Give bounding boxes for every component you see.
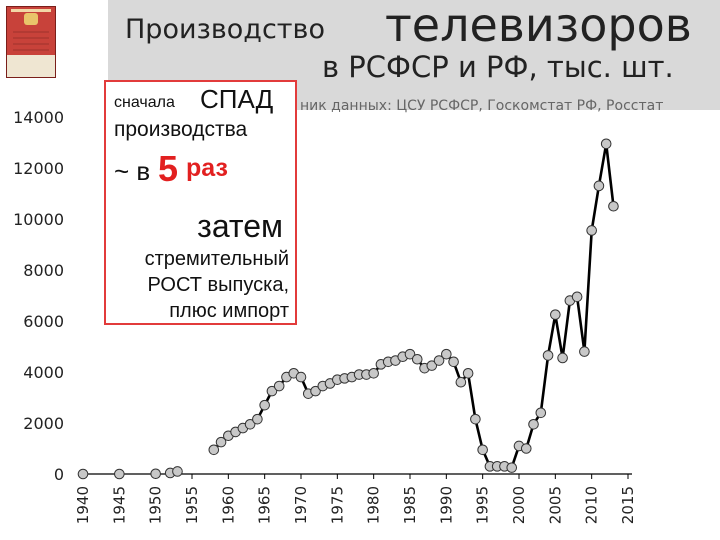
annotation-box: сначала СПАД производства ~ в 5 раз зате…: [104, 80, 297, 325]
x-tick-label: 1950: [147, 486, 165, 524]
y-tick-label: 10000: [13, 210, 64, 229]
data-point: [542, 350, 554, 361]
x-tick-label: 1970: [292, 486, 310, 524]
data-point: [586, 225, 597, 236]
ticks: 0 2000 4000 6000 8000 10000 12000 14000 1940 1945…: [13, 108, 637, 524]
x-tick-label: 2010: [583, 486, 601, 524]
data-point: [528, 418, 539, 430]
data-point: [557, 352, 568, 364]
data-point: [252, 413, 263, 425]
data-source-note: ник данных: ЦСУ РСФСР, Госкомстат РФ, Ро…: [300, 98, 664, 114]
data-point: [150, 468, 161, 480]
data-point: [244, 418, 256, 430]
data-point: [470, 413, 481, 425]
x-tick-label: 1965: [256, 486, 274, 524]
x-tick-label: 1995: [474, 486, 492, 524]
chart-title-part2: телевизоров: [385, 0, 692, 52]
y-tick-label: 0: [54, 465, 64, 484]
series-layer: [77, 138, 619, 480]
x-tick-label: 1990: [437, 486, 455, 524]
x-tick-label: 2005: [546, 486, 564, 524]
x-tick-label: 1945: [110, 486, 128, 524]
annotation-production: производства: [114, 118, 248, 141]
annotation-times: раз: [186, 154, 228, 182]
data-point: [550, 309, 561, 320]
data-point: [426, 360, 438, 371]
book-cover-image: [6, 6, 56, 78]
data-point: [208, 444, 220, 456]
data-point: [441, 348, 452, 360]
data-point: [600, 138, 612, 150]
data-point: [462, 367, 474, 379]
chart-title-part1: Производство: [125, 14, 325, 45]
y-tick-label: 14000: [13, 108, 64, 127]
x-tick-label: 1955: [183, 486, 201, 524]
data-point: [571, 291, 583, 303]
annotation-decline: СПАД: [200, 84, 274, 114]
annotation-approx: ~ в: [114, 156, 151, 186]
data-point: [310, 385, 321, 397]
y-tick-label: 8000: [23, 261, 64, 280]
x-tick-label: 1960: [219, 486, 237, 524]
y-tick-label: 2000: [23, 414, 64, 433]
data-point: [535, 407, 547, 419]
y-tick-label: 12000: [13, 159, 64, 178]
x-tick-label: 2015: [619, 486, 637, 524]
data-point: [411, 353, 423, 365]
data-point: [520, 443, 532, 454]
y-tick-label: 6000: [23, 312, 64, 331]
data-point: [433, 355, 445, 366]
x-tick-label: 1985: [401, 486, 419, 524]
annotation-import: плюс импорт: [169, 300, 289, 322]
x-tick-label: 1980: [365, 486, 383, 524]
annotation-then: затем: [197, 208, 283, 244]
data-point: [295, 371, 307, 383]
annotation-factor: 5: [158, 148, 179, 189]
data-point: [477, 444, 488, 456]
data-point: [266, 385, 278, 397]
annotation-growth: РОСТ выпуска,: [147, 274, 289, 296]
data-point: [506, 462, 518, 473]
data-point: [215, 436, 227, 448]
data-point: [77, 468, 89, 480]
annotation-first: сначала: [114, 94, 175, 111]
data-point: [273, 380, 285, 392]
chart-subtitle: в РСФСР и РФ, тыс. шт.: [322, 50, 674, 84]
annotation-rapid: стремительный: [144, 248, 289, 270]
x-tick-label: 1940: [74, 486, 92, 524]
data-point: [593, 180, 605, 192]
data-point: [608, 200, 619, 212]
data-point: [455, 376, 467, 388]
data-point: [368, 367, 379, 379]
y-tick-label: 4000: [23, 363, 64, 382]
data-point: [172, 466, 183, 477]
data-point: [448, 356, 459, 368]
data-point: [579, 346, 590, 357]
x-tick-label: 2000: [510, 486, 528, 524]
x-tick-label: 1975: [328, 486, 346, 524]
data-point: [259, 399, 270, 411]
data-point: [114, 468, 125, 480]
data-point: [404, 348, 416, 360]
